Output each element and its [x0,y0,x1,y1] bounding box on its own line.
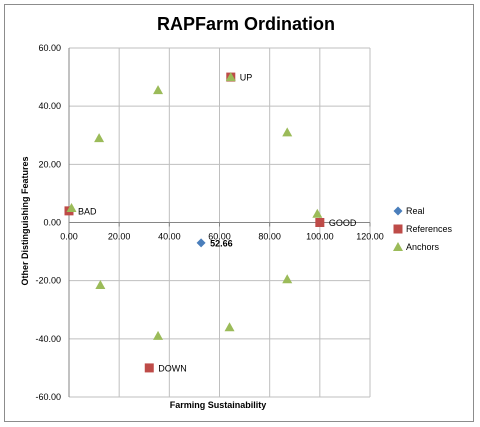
legend-anchors-label: Anchors [406,242,440,252]
y-tick-label: 60.00 [38,43,61,53]
anchors-point [153,330,164,340]
y-tick-label: -20.00 [35,276,61,286]
y-tick-label: -60.00 [35,392,61,402]
legend-references-label: References [406,224,453,234]
x-tick-label: 120.00 [356,232,384,242]
x-tick-label: 100.00 [306,232,334,242]
anchors-point [312,208,323,218]
tick-labels: 0.00 20.00 40.00 60.00 80.00 100.00 120.00 60.0… [35,43,383,402]
y-axis-title: Other Distinguishing Features [20,156,30,285]
x-tick-label: 80.00 [258,232,281,242]
anchors-point [153,85,164,95]
anchors-point [94,133,105,143]
legend-real-label: Real [406,206,425,216]
y-tick-label: 20.00 [38,159,61,169]
real-point [196,238,206,248]
point-label: BAD [78,206,97,216]
anchors-point [224,322,235,332]
point-label: GOOD [329,218,357,228]
legend: Real References Anchors [393,206,453,252]
x-tick-label: 0.00 [60,232,78,242]
point-label: DOWN [158,363,187,373]
point-label: 52.66 [210,238,233,248]
references-point [144,363,154,373]
anchors-point [282,274,293,284]
x-tick-label: 40.00 [158,232,181,242]
references-point [315,218,325,227]
chart-title: RAPFarm Ordination [157,14,335,34]
legend-anchors-marker [393,242,403,251]
y-tick-label: 0.00 [43,218,61,228]
y-tick-label: 40.00 [38,101,61,111]
anchors-point [66,202,77,212]
x-tick-label: 20.00 [108,232,131,242]
legend-real-marker [393,206,403,216]
anchors-point [225,72,236,82]
anchors-point [282,127,293,137]
x-axis-title: Farming Sustainability [170,400,267,410]
anchors-point [95,280,106,290]
y-tick-label: -40.00 [35,334,61,344]
data-points: BAD UP GOOD DOWN 52.66 [64,72,357,373]
x-tick-label: 60.00 [208,232,231,242]
legend-references-marker [393,224,403,234]
point-label: UP [240,73,253,83]
